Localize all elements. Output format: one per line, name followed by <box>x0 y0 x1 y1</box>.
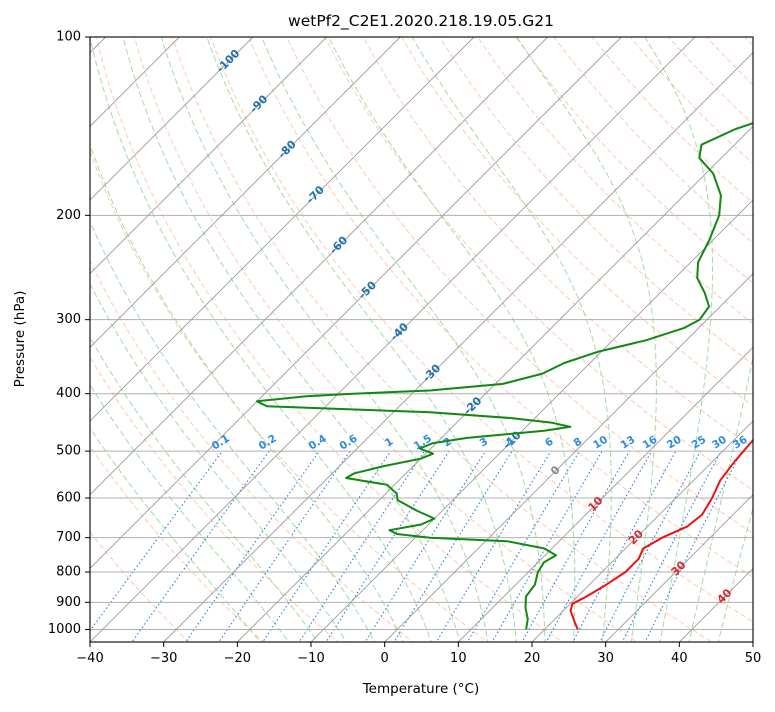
x-tick-label: 20 <box>524 651 541 666</box>
y-tick-label: 900 <box>56 595 81 610</box>
y-tick-label: 800 <box>56 565 81 580</box>
x-tick-label: 40 <box>671 651 688 666</box>
y-tick-label: 600 <box>56 491 81 506</box>
y-tick-label: 100 <box>56 30 81 45</box>
x-tick-label: 50 <box>745 651 762 666</box>
x-tick-label: 10 <box>450 651 467 666</box>
y-tick-label: 200 <box>56 208 81 223</box>
y-tick-label: 1000 <box>48 622 81 637</box>
x-tick-label: −30 <box>150 651 177 666</box>
chart-title: wetPf2_C2E1.2020.218.19.05.G21 <box>288 12 554 31</box>
x-tick-label: −20 <box>224 651 251 666</box>
y-axis-label: Pressure (hPa) <box>12 291 28 388</box>
x-tick-label: 30 <box>597 651 614 666</box>
x-tick-label: −40 <box>76 651 103 666</box>
x-axis-label: Temperature (°C) <box>362 681 480 697</box>
y-tick-label: 500 <box>56 444 81 459</box>
y-tick-label: 700 <box>56 530 81 545</box>
x-tick-label: −10 <box>297 651 324 666</box>
y-tick-label: 300 <box>56 312 81 327</box>
x-tick-label: 0 <box>381 651 389 666</box>
y-tick-label: 400 <box>56 386 81 401</box>
